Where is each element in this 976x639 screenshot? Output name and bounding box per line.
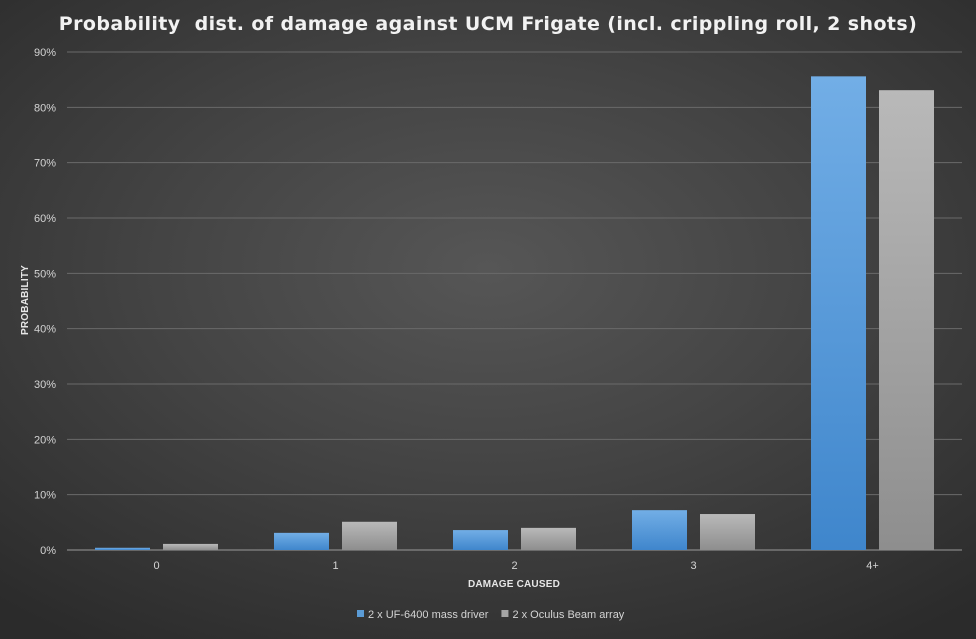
- x-tick-label: 2: [511, 560, 517, 572]
- legend-swatch-0: [357, 610, 364, 617]
- x-tick-labels: 0 1 2 3 4+: [153, 560, 878, 572]
- bars-group: [95, 76, 934, 551]
- gridlines: [67, 51, 962, 551]
- y-tick-label: 70%: [34, 158, 56, 170]
- bar-mass-driver-1: [274, 532, 329, 550]
- x-tick-label: 4+: [866, 560, 879, 572]
- legend: 2 x UF-6400 mass driver 2 x Oculus Beam a…: [357, 609, 625, 621]
- bar-beam-array-0: [163, 543, 218, 550]
- bar-beam-array-2: [521, 527, 576, 550]
- y-tick-label: 0%: [40, 545, 56, 557]
- y-tick-label: 50%: [34, 268, 56, 280]
- y-tick-label: 30%: [34, 379, 56, 391]
- x-tick-label: 3: [690, 560, 696, 572]
- bar-mass-driver-0: [95, 547, 150, 550]
- chart-title: Probability dist. of damage against UCM …: [59, 13, 917, 35]
- x-tick-label: 0: [153, 560, 159, 572]
- bar-beam-array-1: [342, 521, 397, 550]
- legend-label-1: 2 x Oculus Beam array: [512, 609, 624, 621]
- y-tick-label: 60%: [34, 213, 56, 225]
- bar-beam-array-4: [879, 90, 934, 551]
- legend-label-0: 2 x UF-6400 mass driver: [368, 609, 489, 621]
- y-tick-label: 20%: [34, 434, 56, 446]
- bar-mass-driver-4: [811, 76, 866, 550]
- x-axis-title: DAMAGE CAUSED: [468, 579, 560, 590]
- y-tick-label: 80%: [34, 102, 56, 114]
- x-tick-label: 1: [332, 560, 338, 572]
- y-tick-labels: 0% 10% 20% 30% 40% 50% 60% 70% 80% 90%: [34, 47, 56, 557]
- y-tick-label: 90%: [34, 47, 56, 59]
- y-axis-title: PROBABILITY: [20, 265, 31, 335]
- y-tick-label: 40%: [34, 324, 56, 336]
- bar-mass-driver-3: [632, 510, 687, 550]
- bar-mass-driver-2: [453, 530, 508, 550]
- bar-beam-array-3: [700, 514, 755, 550]
- legend-swatch-1: [501, 610, 509, 617]
- y-tick-label: 10%: [34, 490, 56, 502]
